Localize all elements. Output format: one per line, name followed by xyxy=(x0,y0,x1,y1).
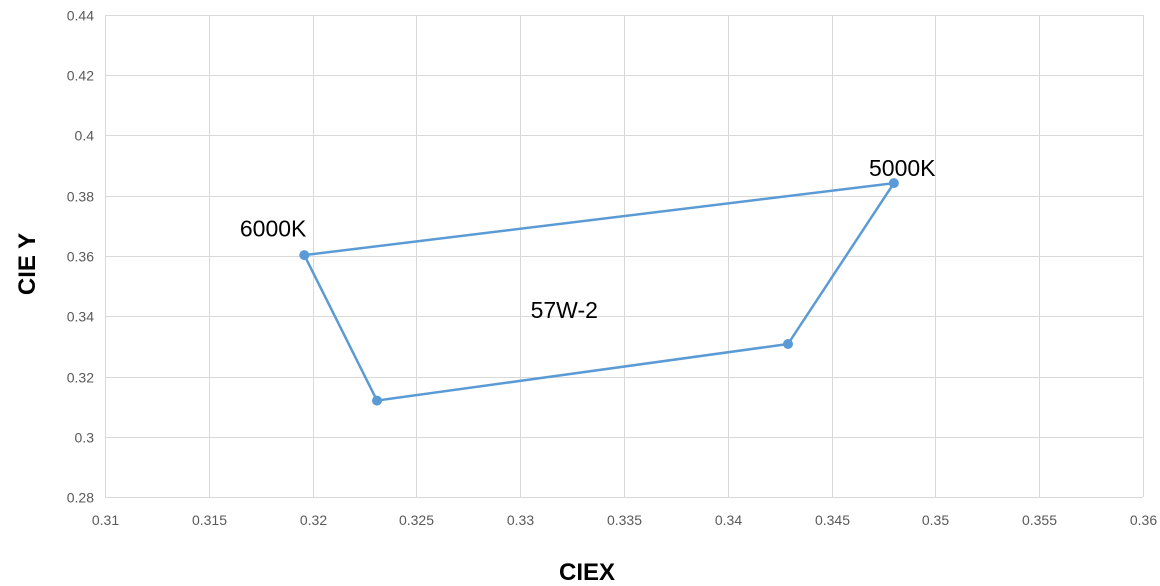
y-tick-label: 0.36 xyxy=(67,249,94,265)
series-layer xyxy=(299,178,899,406)
x-tick-label: 0.33 xyxy=(507,512,534,528)
y-axis-title: CIE Y xyxy=(14,233,41,295)
y-tick-label: 0.28 xyxy=(67,490,94,506)
x-tick-label: 0.325 xyxy=(399,512,434,528)
y-tick-label: 0.42 xyxy=(67,68,94,84)
x-tick-label: 0.34 xyxy=(715,512,742,528)
y-tick-label: 0.3 xyxy=(75,430,95,446)
annotation-label: 5000K xyxy=(869,155,936,181)
annotation-layer: 6000K 5000K 57W-2 xyxy=(240,155,936,323)
series-line xyxy=(303,181,896,402)
x-tick-label: 0.315 xyxy=(192,512,227,528)
x-tick-label: 0.345 xyxy=(815,512,850,528)
data-point xyxy=(783,339,793,349)
annotation-label: 57W-2 xyxy=(531,297,598,323)
data-point xyxy=(888,178,899,189)
x-tick-label: 0.355 xyxy=(1022,512,1057,528)
y-tick-label: 0.32 xyxy=(67,370,94,386)
annotation-label: 6000K xyxy=(240,215,307,241)
data-point xyxy=(372,395,382,406)
data-point xyxy=(299,250,310,261)
x-axis-title: CIEX xyxy=(559,559,615,586)
x-tick-label: 0.32 xyxy=(300,512,327,528)
y-tick-label: 0.44 xyxy=(67,8,94,24)
x-tick-label: 0.31 xyxy=(92,512,119,528)
x-tick-label: 0.36 xyxy=(1130,512,1157,528)
y-gridlines xyxy=(105,15,1143,498)
y-tick-label: 0.34 xyxy=(67,309,94,325)
y-tick-label: 0.38 xyxy=(67,189,94,205)
y-tick-labels: 0.28 0.3 0.32 0.34 0.36 0.38 0.4 0.42 0.44 xyxy=(67,8,94,506)
y-tick-label: 0.4 xyxy=(75,128,95,144)
x-tick-label: 0.335 xyxy=(607,512,642,528)
x-tick-labels: 0.31 0.315 0.32 0.325 0.33 0.335 0.34 0.345 0.35… xyxy=(92,512,1157,528)
x-tick-label: 0.35 xyxy=(922,512,949,528)
